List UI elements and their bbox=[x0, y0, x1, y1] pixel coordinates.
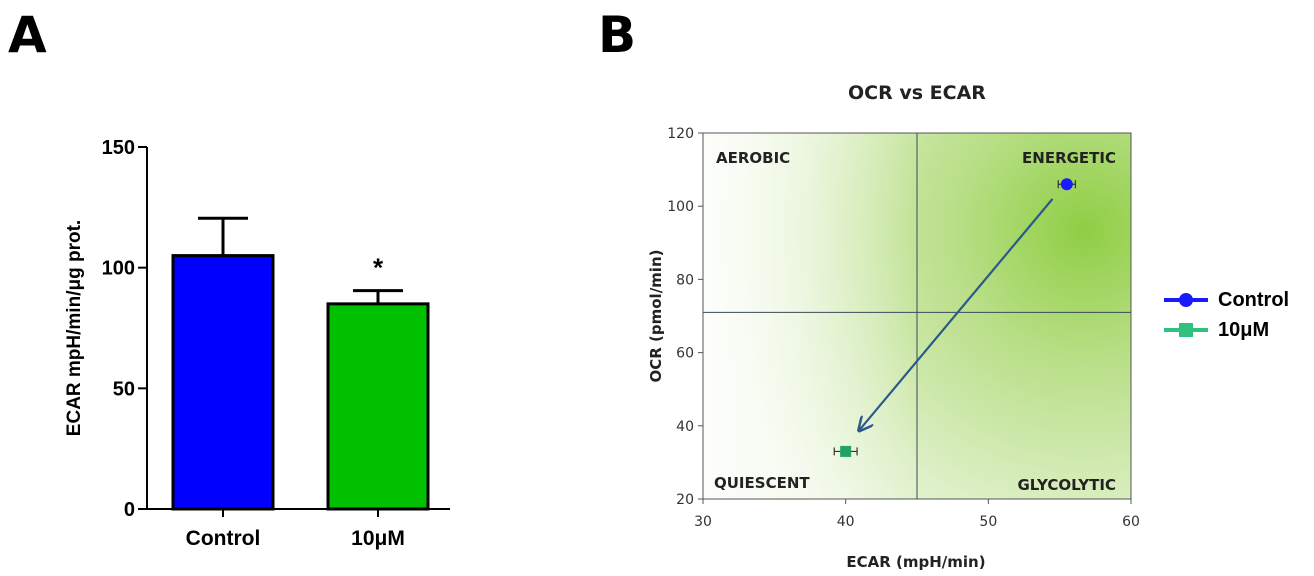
scatter-chart-title: OCR vs ECAR bbox=[848, 82, 986, 104]
legend-swatch-control bbox=[1164, 293, 1208, 307]
bar-y-tick-label: 100 bbox=[102, 258, 135, 280]
scatter-y-tick-label: 60 bbox=[676, 346, 694, 362]
point-10um bbox=[840, 445, 852, 457]
ocr-ecar-scatter-chart: OCR vs ECAR AEROBIC ENERGETIC QUIESCENT … bbox=[647, 82, 1140, 571]
bar-y-tick-label: 150 bbox=[102, 137, 135, 159]
scatter-y-tick-label: 80 bbox=[676, 272, 694, 288]
bar-x-tick-label: 10μM bbox=[351, 527, 405, 550]
quadrant-label-energetic: ENERGETIC bbox=[1022, 149, 1116, 167]
legend-item-10um: 10μM bbox=[1160, 318, 1314, 342]
scatter-y-tick-label: 100 bbox=[667, 199, 694, 215]
scatter-chart-y-axis-label: OCR (pmol/min) bbox=[647, 250, 665, 383]
panel-label-a: A bbox=[8, 6, 47, 64]
legend-swatch-10um bbox=[1164, 323, 1208, 337]
point-control bbox=[1060, 178, 1073, 191]
scatter-x-tick-label: 60 bbox=[1122, 514, 1140, 530]
quadrant-label-aerobic: AEROBIC bbox=[716, 149, 790, 167]
scatter-x-tick-label: 40 bbox=[837, 514, 855, 530]
scatter-chart-x-axis-label: ECAR (mpH/min) bbox=[846, 553, 985, 571]
quadrant-label-quiescent: QUIESCENT bbox=[714, 474, 810, 492]
bar-x-tick-label: Control bbox=[186, 527, 261, 550]
legend-label-10um: 10μM bbox=[1218, 319, 1270, 341]
significance-asterisk: * bbox=[373, 253, 384, 283]
scatter-x-tick-label: 50 bbox=[979, 514, 997, 530]
shift-arrow bbox=[860, 198, 1054, 430]
bar-control bbox=[171, 254, 275, 511]
quadrant-label-glycolytic: GLYCOLYTIC bbox=[1017, 476, 1116, 494]
scatter-y-tick-label: 40 bbox=[676, 419, 694, 435]
bar-10um bbox=[326, 302, 430, 511]
bar-y-tick-label: 0 bbox=[124, 499, 135, 521]
ecar-bar-chart: ECAR mpH/min/μg prot. 0 50 100 150 Control 1… bbox=[64, 137, 450, 550]
scatter-y-tick-label: 120 bbox=[667, 126, 694, 142]
scatter-y-tick-label: 20 bbox=[676, 492, 694, 508]
panel-label-b: B bbox=[598, 6, 637, 64]
plot-area-fade bbox=[703, 133, 917, 499]
bar-y-tick-label: 50 bbox=[113, 378, 135, 400]
legend-item-control: Control bbox=[1160, 288, 1314, 312]
legend-label-control: Control bbox=[1218, 289, 1290, 311]
scatter-x-tick-label: 30 bbox=[694, 514, 712, 530]
bar-chart-y-axis-label: ECAR mpH/min/μg prot. bbox=[64, 220, 85, 436]
